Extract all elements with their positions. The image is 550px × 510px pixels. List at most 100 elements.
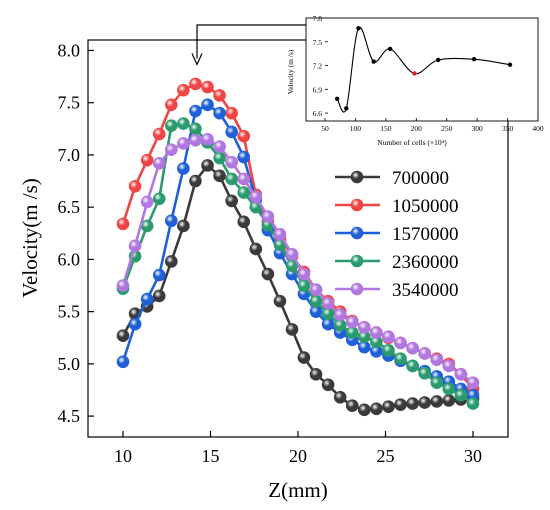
data-point xyxy=(189,174,202,188)
inset-y-axis-title: Velocity (m /s) xyxy=(286,49,295,94)
data-point xyxy=(249,242,263,256)
data-point xyxy=(152,268,166,282)
data-point xyxy=(225,172,238,186)
data-point xyxy=(442,394,456,407)
data-point xyxy=(406,341,419,355)
data-point xyxy=(370,402,383,416)
arrow-head xyxy=(191,53,203,66)
data-point xyxy=(225,194,238,208)
data-point xyxy=(165,119,178,132)
data-point xyxy=(454,388,468,402)
data-point xyxy=(225,106,238,120)
data-point xyxy=(225,125,238,139)
data-point xyxy=(177,162,190,175)
inset-series-group xyxy=(334,26,513,113)
data-point xyxy=(213,169,226,183)
arrow-line xyxy=(196,24,306,59)
legend-item: 700000 xyxy=(335,168,449,189)
data-point xyxy=(345,315,359,329)
inset-data-point xyxy=(371,59,376,64)
data-point xyxy=(406,359,419,373)
data-point xyxy=(177,83,190,97)
inset-data-point xyxy=(435,57,441,63)
x-tick-label: 10 xyxy=(114,446,132,466)
inset-y-tick-label: 7.5 xyxy=(313,38,323,47)
y-tick-label: 8.0 xyxy=(58,40,81,60)
y-tick-label: 4.5 xyxy=(58,406,81,426)
data-point xyxy=(418,347,432,360)
legend-label: 1570000 xyxy=(392,224,459,245)
inset-highlight-point xyxy=(412,71,417,76)
data-point xyxy=(273,294,287,308)
inset-y-tick-label: 6.9 xyxy=(313,85,323,94)
inset-y-tick-label: 7.2 xyxy=(313,62,323,71)
data-point xyxy=(152,156,166,170)
legend-label: 1050000 xyxy=(392,196,459,217)
inset-y-tick-label: 6.6 xyxy=(313,109,323,118)
data-point xyxy=(165,143,178,156)
x-tick-label: 25 xyxy=(377,446,395,466)
data-point xyxy=(177,137,190,150)
inset-y-axis: 6.6 6.9 7.2 7.5 7.8 xyxy=(313,14,328,118)
data-point xyxy=(213,140,226,153)
data-point xyxy=(345,399,359,412)
inset-data-point xyxy=(471,57,477,62)
legend-marker xyxy=(350,254,364,268)
y-tick-label: 6.0 xyxy=(58,249,81,269)
data-point xyxy=(430,376,444,389)
data-point xyxy=(382,400,395,414)
legend-marker xyxy=(350,198,364,212)
data-point xyxy=(309,368,323,381)
data-point xyxy=(370,326,383,339)
y-tick-label: 6.5 xyxy=(58,197,81,217)
data-point xyxy=(189,133,202,147)
data-point xyxy=(189,122,202,136)
legend-marker xyxy=(350,282,364,296)
data-point xyxy=(273,228,287,241)
data-point xyxy=(382,330,395,344)
data-point xyxy=(358,403,371,417)
data-point xyxy=(418,366,432,380)
inset-data-point xyxy=(507,62,513,67)
main-x-axis: 10 15 20 25 30 xyxy=(114,431,482,466)
legend-marker xyxy=(350,226,364,240)
annotation-arrow xyxy=(191,24,306,66)
data-point xyxy=(165,255,178,268)
data-point xyxy=(237,150,251,164)
inset-data-point xyxy=(356,26,361,31)
data-point xyxy=(309,283,323,296)
inset-data-point xyxy=(344,106,349,111)
data-point xyxy=(261,267,275,281)
inset-data-point xyxy=(387,46,393,52)
data-point xyxy=(201,80,214,94)
main-y-axis: 4.5 5.0 5.5 6.0 6.5 7.0 7.5 8.0 xyxy=(58,40,94,426)
data-point xyxy=(382,343,395,357)
data-point xyxy=(201,132,214,146)
data-point xyxy=(237,172,251,186)
legend-item: 1050000 xyxy=(335,196,459,217)
legend-item: 1570000 xyxy=(335,224,459,245)
data-point xyxy=(201,159,214,172)
data-point xyxy=(237,186,251,199)
legend-label: 3540000 xyxy=(392,280,459,301)
legend: 700000 1050000 1570000 2360000 3540000 xyxy=(335,168,459,301)
data-point xyxy=(466,376,480,389)
legend-item: 3540000 xyxy=(335,280,459,301)
data-point xyxy=(177,219,190,233)
data-point xyxy=(201,98,214,112)
legend-label: 2360000 xyxy=(392,252,459,273)
data-point xyxy=(285,247,299,261)
data-point xyxy=(394,336,407,350)
inset-x-tick-label: 100 xyxy=(350,124,362,133)
data-point xyxy=(249,190,263,204)
inset-data-point xyxy=(334,96,340,102)
data-point xyxy=(140,195,154,209)
inset-x-tick-label: 350 xyxy=(502,124,514,133)
data-point xyxy=(454,368,468,381)
data-point xyxy=(189,104,202,118)
data-point xyxy=(442,359,456,373)
data-point xyxy=(140,292,154,306)
inset-y-tick-label: 7.8 xyxy=(313,14,323,23)
inset-x-tick-label: 400 xyxy=(532,124,544,133)
data-point xyxy=(309,294,323,308)
